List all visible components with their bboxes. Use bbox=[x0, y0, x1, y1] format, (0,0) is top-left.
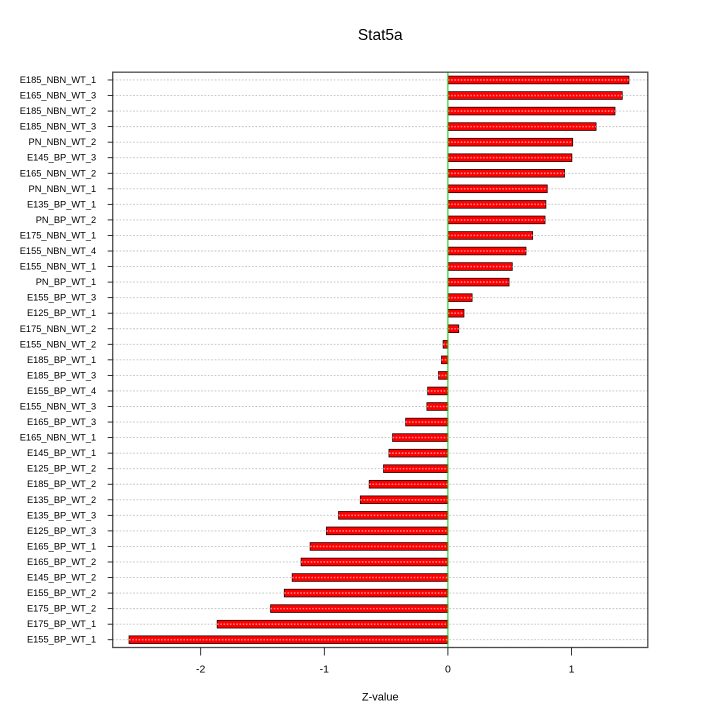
svg-text:E135_BP_WT_2: E135_BP_WT_2 bbox=[27, 495, 96, 505]
svg-text:E125_BP_WT_3: E125_BP_WT_3 bbox=[27, 526, 96, 536]
svg-text:E185_BP_WT_3: E185_BP_WT_3 bbox=[27, 370, 96, 380]
svg-text:PN_NBN_WT_2: PN_NBN_WT_2 bbox=[29, 137, 97, 147]
svg-text:E155_NBN_WT_1: E155_NBN_WT_1 bbox=[20, 262, 96, 272]
svg-text:0: 0 bbox=[445, 664, 451, 676]
svg-text:PN_BP_WT_1: PN_BP_WT_1 bbox=[36, 277, 96, 287]
svg-text:E165_NBN_WT_3: E165_NBN_WT_3 bbox=[20, 91, 96, 101]
svg-text:Stat5a: Stat5a bbox=[358, 27, 403, 44]
svg-text:1: 1 bbox=[569, 664, 575, 676]
svg-text:E165_NBN_WT_2: E165_NBN_WT_2 bbox=[20, 168, 96, 178]
svg-text:E155_BP_WT_3: E155_BP_WT_3 bbox=[27, 293, 96, 303]
svg-text:E155_BP_WT_4: E155_BP_WT_4 bbox=[27, 386, 96, 396]
svg-text:E155_NBN_WT_4: E155_NBN_WT_4 bbox=[20, 246, 96, 256]
svg-text:E135_BP_WT_3: E135_BP_WT_3 bbox=[27, 510, 96, 520]
svg-text:E185_NBN_WT_2: E185_NBN_WT_2 bbox=[20, 106, 96, 116]
svg-text:E145_BP_WT_2: E145_BP_WT_2 bbox=[27, 573, 96, 583]
svg-text:-2: -2 bbox=[196, 664, 205, 676]
svg-text:E185_NBN_WT_1: E185_NBN_WT_1 bbox=[20, 75, 96, 85]
svg-text:E165_BP_WT_1: E165_BP_WT_1 bbox=[27, 541, 96, 551]
svg-text:E175_BP_WT_2: E175_BP_WT_2 bbox=[27, 604, 96, 614]
svg-text:E165_NBN_WT_1: E165_NBN_WT_1 bbox=[20, 433, 96, 443]
svg-text:PN_NBN_WT_1: PN_NBN_WT_1 bbox=[29, 184, 97, 194]
svg-text:E135_BP_WT_1: E135_BP_WT_1 bbox=[27, 199, 96, 209]
svg-text:E155_NBN_WT_2: E155_NBN_WT_2 bbox=[20, 339, 96, 349]
svg-text:E155_BP_WT_1: E155_BP_WT_1 bbox=[27, 635, 96, 645]
svg-text:E145_BP_WT_3: E145_BP_WT_3 bbox=[27, 153, 96, 163]
svg-text:E175_NBN_WT_2: E175_NBN_WT_2 bbox=[20, 324, 96, 334]
svg-text:E125_BP_WT_2: E125_BP_WT_2 bbox=[27, 464, 96, 474]
svg-text:-1: -1 bbox=[320, 664, 329, 676]
svg-text:E175_NBN_WT_1: E175_NBN_WT_1 bbox=[20, 230, 96, 240]
svg-text:E185_BP_WT_1: E185_BP_WT_1 bbox=[27, 355, 96, 365]
svg-text:E165_BP_WT_2: E165_BP_WT_2 bbox=[27, 557, 96, 567]
svg-text:E145_BP_WT_1: E145_BP_WT_1 bbox=[27, 448, 96, 458]
svg-text:E155_NBN_WT_3: E155_NBN_WT_3 bbox=[20, 402, 96, 412]
svg-text:E175_BP_WT_1: E175_BP_WT_1 bbox=[27, 619, 96, 629]
svg-text:Z-value: Z-value bbox=[362, 692, 399, 704]
svg-text:E155_BP_WT_2: E155_BP_WT_2 bbox=[27, 588, 96, 598]
svg-text:E185_NBN_WT_3: E185_NBN_WT_3 bbox=[20, 122, 96, 132]
svg-text:E165_BP_WT_3: E165_BP_WT_3 bbox=[27, 417, 96, 427]
svg-text:E125_BP_WT_1: E125_BP_WT_1 bbox=[27, 308, 96, 318]
svg-text:PN_BP_WT_2: PN_BP_WT_2 bbox=[36, 215, 96, 225]
svg-text:E185_BP_WT_2: E185_BP_WT_2 bbox=[27, 479, 96, 489]
